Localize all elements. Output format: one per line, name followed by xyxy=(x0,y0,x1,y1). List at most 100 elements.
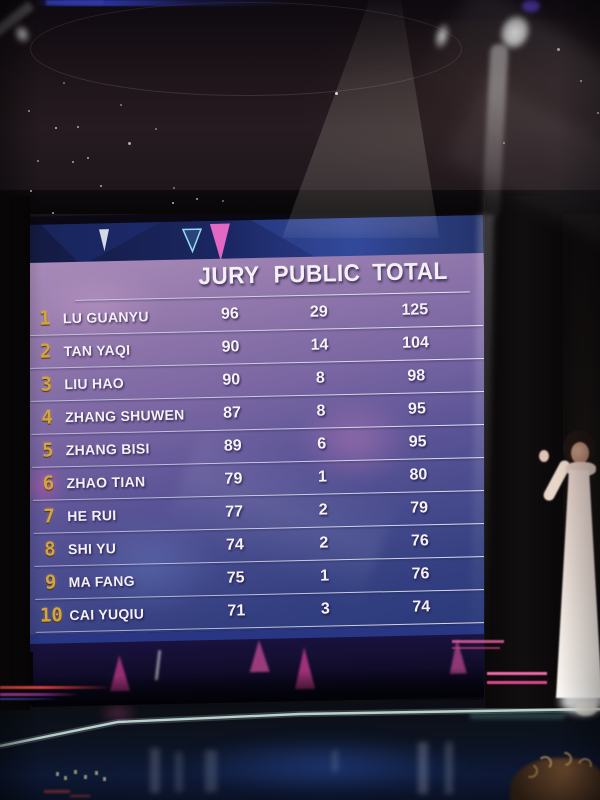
star-light xyxy=(55,127,57,129)
laser-stripe-right xyxy=(487,672,547,690)
floor-sparkle xyxy=(74,770,77,774)
floor-light-streak xyxy=(150,748,160,793)
rank-number: 8 xyxy=(43,538,56,561)
rank-number: 3 xyxy=(40,373,53,396)
total-score: 76 xyxy=(410,532,429,550)
star-light xyxy=(173,187,175,189)
total-score: 74 xyxy=(412,598,431,616)
foreground-audience-head xyxy=(500,749,600,800)
screen-bottom-graphics-band xyxy=(29,624,494,707)
led-scoreboard-screen: JURY PUBLIC TOTAL 1 LU GUANYU 96 29 125 … xyxy=(20,207,494,707)
column-header-public: PUBLIC xyxy=(273,259,361,289)
floor-blue-reflection xyxy=(180,735,470,795)
rank-number: 6 xyxy=(42,472,55,495)
screen-top-graphics-band xyxy=(20,215,484,268)
screen-side-pillar xyxy=(484,196,563,708)
blue-led-strip-bright xyxy=(46,0,104,5)
contestant-name: MA FANG xyxy=(68,572,135,591)
jury-score: 71 xyxy=(227,602,246,620)
star-light xyxy=(222,200,224,202)
performer-foot xyxy=(575,702,597,716)
star-light xyxy=(503,142,505,144)
performer xyxy=(528,420,600,720)
total-score: 79 xyxy=(410,499,429,517)
jury-score: 75 xyxy=(226,569,245,587)
rank-number: 10 xyxy=(39,604,64,627)
floor-red-reflection xyxy=(70,795,90,797)
star-light xyxy=(155,128,157,130)
floor-sparkle xyxy=(103,777,106,781)
contestant-name: HE RUI xyxy=(67,507,117,525)
table-rows: 1 LU GUANYU 96 29 125 2 TAN YAQI 90 14 1… xyxy=(23,293,492,633)
contestant-name: ZHANG SHUWEN xyxy=(64,406,185,426)
public-score: 8 xyxy=(316,402,326,420)
star-light xyxy=(120,104,122,106)
star-light xyxy=(30,190,32,192)
contestant-name: TAN YAQI xyxy=(63,341,131,360)
total-score: 95 xyxy=(408,433,427,451)
public-score: 3 xyxy=(320,600,330,618)
star-light xyxy=(37,160,39,162)
score-table: JURY PUBLIC TOTAL 1 LU GUANYU 96 29 125 … xyxy=(21,253,492,635)
stage-left-dark xyxy=(0,196,30,710)
public-score: 2 xyxy=(318,501,328,519)
floor-light-streak xyxy=(418,742,428,794)
jury-score: 90 xyxy=(221,338,240,356)
star-light xyxy=(335,92,338,95)
contestant-name: LIU HAO xyxy=(64,374,125,393)
floor-sparkle xyxy=(56,772,59,776)
jury-score: 96 xyxy=(220,305,239,323)
performer-face xyxy=(571,442,589,464)
star-light xyxy=(52,212,54,214)
triangle-graphics xyxy=(40,215,484,266)
public-score: 2 xyxy=(319,534,329,552)
performer-dress xyxy=(556,470,600,698)
total-score: 104 xyxy=(402,334,430,352)
star-light xyxy=(72,161,74,163)
contestant-name: ZHAO TIAN xyxy=(66,473,146,492)
jury-score: 90 xyxy=(222,371,241,389)
star-light xyxy=(63,82,65,84)
ceiling-truss-ring xyxy=(30,2,462,96)
total-score: 125 xyxy=(401,301,429,319)
star-light xyxy=(172,202,174,204)
rank-number: 4 xyxy=(41,406,54,429)
public-score: 1 xyxy=(319,567,330,585)
public-score: 29 xyxy=(309,303,328,321)
total-score: 98 xyxy=(407,367,426,385)
rank-number: 2 xyxy=(39,340,52,363)
star-light xyxy=(100,185,102,187)
rank-number: 9 xyxy=(44,571,57,594)
floor-light-streak xyxy=(205,750,217,792)
laser-stripe-right-upper xyxy=(452,640,504,658)
jury-score: 77 xyxy=(225,503,244,521)
blue-led-strip xyxy=(34,0,306,6)
screen-support-pole xyxy=(29,652,33,704)
total-score: 76 xyxy=(411,565,430,583)
jury-score: 89 xyxy=(223,437,242,455)
jury-score: 79 xyxy=(224,470,243,488)
star-light xyxy=(557,48,560,51)
floor-light-streak xyxy=(175,752,183,792)
public-score: 1 xyxy=(317,468,328,486)
total-score: 95 xyxy=(407,400,427,418)
jury-score: 87 xyxy=(222,404,242,422)
floor-sparkle xyxy=(64,776,67,780)
contestant-name: LU GUANYU xyxy=(62,308,150,327)
laser-stripe-left xyxy=(0,686,112,706)
floor-light-streak xyxy=(445,742,453,794)
stage-floor xyxy=(0,700,600,800)
floor-red-reflection xyxy=(44,790,70,793)
contestant-name: CAI YUQIU xyxy=(69,605,145,624)
jury-score: 74 xyxy=(225,536,244,554)
column-header-total: TOTAL xyxy=(371,257,449,287)
performer-hand xyxy=(539,450,549,462)
floor-sparkle xyxy=(95,771,98,775)
rank-number: 7 xyxy=(43,505,56,528)
star-light xyxy=(580,80,582,82)
public-score: 6 xyxy=(317,435,327,453)
contestant-name: ZHANG BISI xyxy=(65,440,150,459)
star-light xyxy=(196,198,198,200)
audience-hair xyxy=(510,758,600,800)
star-light xyxy=(597,112,599,114)
